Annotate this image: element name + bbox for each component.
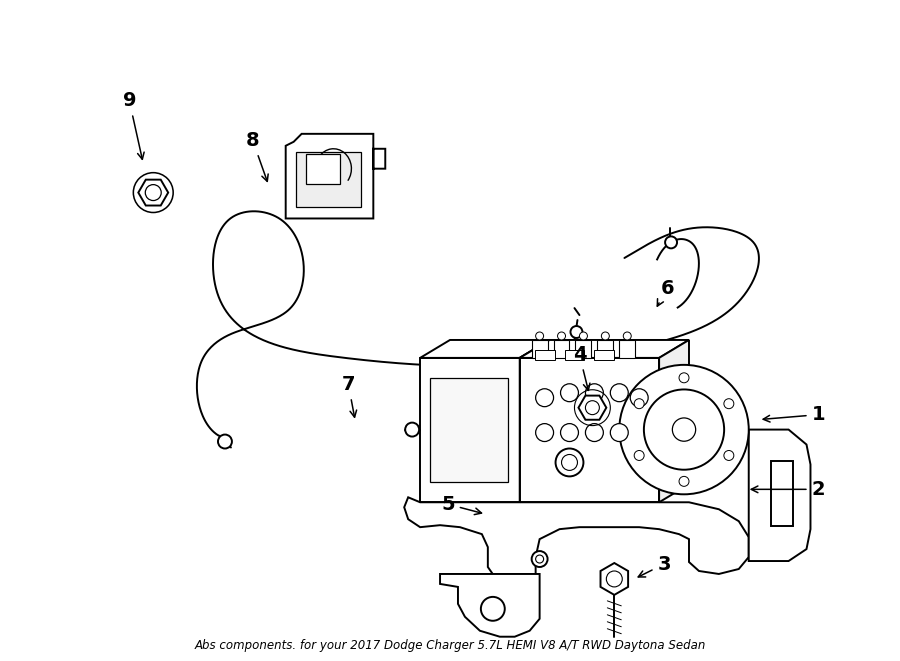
Bar (535, 350, 554, 360)
Circle shape (481, 597, 505, 621)
Bar (296, 152, 362, 206)
Polygon shape (519, 340, 689, 358)
Circle shape (724, 451, 733, 461)
Text: 3: 3 (638, 555, 670, 577)
Bar (575, 340, 591, 358)
Circle shape (665, 237, 677, 249)
Bar (598, 340, 613, 358)
Text: 6: 6 (657, 279, 674, 306)
Circle shape (571, 326, 582, 338)
Text: 2: 2 (752, 480, 825, 499)
Bar (430, 378, 508, 483)
Circle shape (536, 332, 544, 340)
Polygon shape (404, 497, 749, 581)
Circle shape (561, 384, 579, 402)
Bar (564, 350, 584, 360)
Bar (306, 154, 340, 184)
Circle shape (624, 332, 631, 340)
Circle shape (619, 365, 749, 494)
Text: 4: 4 (572, 346, 590, 391)
Circle shape (585, 384, 603, 402)
Text: 1: 1 (763, 405, 825, 424)
Circle shape (562, 455, 578, 471)
Bar (532, 340, 547, 358)
Circle shape (536, 555, 544, 563)
Circle shape (672, 418, 696, 442)
Circle shape (610, 384, 628, 402)
Polygon shape (285, 134, 385, 219)
Circle shape (580, 332, 588, 340)
Polygon shape (420, 340, 550, 358)
Bar (594, 350, 615, 360)
Circle shape (585, 401, 599, 414)
Circle shape (218, 434, 232, 449)
Circle shape (724, 399, 733, 408)
Circle shape (644, 389, 725, 470)
Text: 8: 8 (246, 132, 268, 181)
Polygon shape (749, 430, 811, 561)
Text: Abs components. for your 2017 Dodge Charger 5.7L HEMI V8 A/T RWD Daytona Sedan: Abs components. for your 2017 Dodge Char… (194, 639, 706, 652)
Bar (554, 340, 570, 358)
Circle shape (634, 399, 644, 408)
Bar (519, 358, 659, 502)
Text: 5: 5 (441, 495, 482, 515)
Circle shape (585, 424, 603, 442)
Polygon shape (659, 340, 689, 502)
Circle shape (610, 424, 628, 442)
Circle shape (145, 184, 161, 200)
Circle shape (555, 449, 583, 477)
Circle shape (532, 551, 547, 567)
Text: 9: 9 (122, 91, 144, 159)
Text: 7: 7 (342, 375, 356, 417)
Circle shape (634, 451, 644, 461)
Polygon shape (440, 574, 540, 637)
Circle shape (536, 389, 554, 407)
Circle shape (679, 373, 689, 383)
Circle shape (557, 332, 565, 340)
Polygon shape (519, 340, 550, 502)
Circle shape (601, 332, 609, 340)
Circle shape (405, 422, 419, 436)
Bar (770, 461, 793, 526)
Circle shape (630, 389, 648, 407)
Circle shape (561, 424, 579, 442)
Circle shape (607, 571, 622, 587)
Bar (619, 340, 635, 358)
Circle shape (679, 477, 689, 486)
Circle shape (536, 424, 554, 442)
Bar (420, 358, 519, 502)
